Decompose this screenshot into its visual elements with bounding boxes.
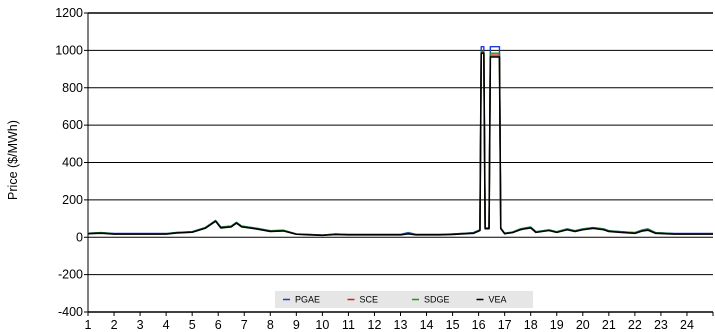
x-tick-label: 11 — [342, 318, 355, 332]
legend: PGAE SCE SDGE VEA — [275, 291, 533, 308]
series-lines — [87, 45, 713, 237]
legend-label-vea: VEA — [489, 295, 507, 305]
x-tick-label: 12 — [368, 318, 382, 332]
y-tick-label: -400 — [58, 305, 83, 319]
x-tick-label: 20 — [576, 318, 590, 332]
x-tick-label: 2 — [111, 318, 118, 332]
x-tick-label: 19 — [550, 318, 564, 332]
x-tick-label: 1 — [85, 318, 92, 332]
y-tick-label: 1000 — [55, 43, 83, 57]
legend-label-pgae: PGAE — [295, 295, 320, 305]
legend-label-sdge: SDGE — [424, 295, 450, 305]
series-line-sdge — [87, 50, 713, 236]
x-tick-label: 17 — [498, 318, 512, 332]
legend-box — [275, 291, 533, 308]
y-tick-label: 1200 — [55, 6, 83, 20]
x-tick-label: 9 — [293, 318, 300, 332]
x-tick-label: 3 — [137, 318, 144, 332]
x-tick-label: 5 — [189, 318, 196, 332]
y-tick-label: 800 — [62, 81, 83, 95]
y-tick-label: 400 — [62, 156, 83, 170]
y-axis: 1200 1000 800 600 400 200 0 -200 -400 — [55, 6, 89, 319]
y-tick-label: 200 — [62, 193, 83, 207]
x-axis: 1 2 3 4 5 6 7 8 9 10 11 12 13 14 15 16 17 18 19 20 21 22 23 24 — [85, 312, 714, 332]
x-tick-label: 10 — [315, 318, 329, 332]
x-tick-label: 18 — [524, 318, 538, 332]
grid-lines — [88, 12, 713, 313]
x-tick-label: 15 — [446, 318, 460, 332]
x-tick-label: 16 — [472, 318, 486, 332]
x-tick-label: 6 — [215, 318, 222, 332]
y-tick-label: 0 — [76, 230, 83, 244]
x-tick-label: 13 — [394, 318, 408, 332]
y-axis-title: Price ($/MWh) — [6, 120, 20, 200]
x-tick-label: 23 — [654, 318, 668, 332]
legend-label-sce: SCE — [360, 295, 379, 305]
x-tick-label: 7 — [241, 318, 248, 332]
x-tick-label: 21 — [602, 318, 616, 332]
series-line-vea — [87, 52, 713, 237]
x-tick-label: 22 — [628, 318, 642, 332]
x-tick-label: 24 — [680, 318, 694, 332]
x-tick-label: 8 — [267, 318, 274, 332]
series-line-pgae — [87, 45, 713, 236]
series-line-sce — [87, 51, 713, 236]
y-tick-label: -200 — [58, 268, 83, 282]
y-tick-label: 600 — [62, 118, 83, 132]
x-tick-label: 14 — [420, 318, 434, 332]
x-tick-label: 4 — [163, 318, 170, 332]
